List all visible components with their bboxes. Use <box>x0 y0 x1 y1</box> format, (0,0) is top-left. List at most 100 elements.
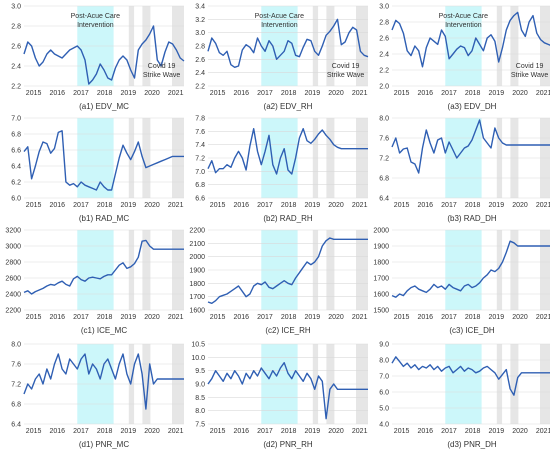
y-tick-label: 8.0 <box>379 116 389 123</box>
x-tick-label: 2019 <box>489 428 505 435</box>
y-tick-label: 2.6 <box>379 36 389 43</box>
shaded-period-band <box>496 344 503 424</box>
x-tick-label: 2020 <box>512 90 528 97</box>
series-line <box>23 239 184 295</box>
x-tick-label: 2016 <box>233 428 249 435</box>
y-tick-label: 3000 <box>5 244 21 251</box>
y-tick-label: 6.8 <box>11 132 21 139</box>
panel-2: 2.2 2.4 2.6 2.8 3.0 3.2 3.4 2015 2016 2017 2018 201… <box>195 4 369 111</box>
panel-title: (c3) ICE_DH <box>449 326 495 335</box>
x-tick-label: 2018 <box>465 202 481 209</box>
shaded-period-band <box>540 6 550 86</box>
y-tick-label: 1800 <box>189 281 205 288</box>
x-tick-label: 2019 <box>305 428 321 435</box>
x-tick-label: 2019 <box>121 428 137 435</box>
y-tick-label: 3.4 <box>195 4 205 11</box>
x-tick-label: 2015 <box>210 428 226 435</box>
series-line <box>391 119 550 174</box>
shaded-period-band <box>496 6 503 86</box>
y-tick-label: 6.6 <box>195 196 205 203</box>
x-tick-label: 2019 <box>489 314 505 321</box>
y-tick-label: 5.0 <box>379 406 389 413</box>
x-tick-label: 2021 <box>352 314 368 321</box>
x-tick-label: 2019 <box>305 202 321 209</box>
shaded-period-band <box>496 230 503 310</box>
y-tick-label: 2.2 <box>11 84 21 91</box>
y-tick-label: 3200 <box>5 228 21 235</box>
x-tick-label: 2016 <box>417 428 433 435</box>
y-tick-label: 8.0 <box>195 408 205 415</box>
y-tick-label: 7.6 <box>11 362 21 369</box>
x-tick-label: 2019 <box>489 202 505 209</box>
panel-title: (b3) RAD_DH <box>447 214 497 223</box>
shaded-period-band <box>172 230 184 310</box>
x-tick-label: 2015 <box>26 90 42 97</box>
y-tick-label: 2.6 <box>195 57 205 64</box>
y-tick-label: 7.8 <box>195 116 205 123</box>
panel-title: (c2) ICE_RH <box>265 326 311 335</box>
y-tick-label: 1700 <box>189 294 205 301</box>
x-tick-label: 2016 <box>49 202 65 209</box>
series-line <box>23 353 184 410</box>
x-tick-label: 2021 <box>352 428 368 435</box>
y-tick-label: 3.2 <box>195 17 205 24</box>
y-tick-label: 7.5 <box>195 422 205 429</box>
panel-12: 4.0 5.0 6.0 7.0 8.0 9.0 2015 2016 2017 2018 2019 20… <box>379 342 550 449</box>
x-tick-label: 2015 <box>26 202 42 209</box>
shaded-period-band <box>142 230 151 310</box>
x-tick-label: 2020 <box>328 90 344 97</box>
x-tick-label: 2017 <box>73 314 89 321</box>
y-tick-label: 2200 <box>5 308 21 315</box>
x-tick-label: 2015 <box>210 314 226 321</box>
y-tick-label: 2.4 <box>195 70 205 77</box>
y-tick-label: 2.2 <box>379 68 389 75</box>
panel-title: (a3) EDV_DH <box>448 102 497 111</box>
panel-title: (b2) RAD_RH <box>263 214 313 223</box>
x-tick-label: 2019 <box>121 314 137 321</box>
y-tick-label: 6.8 <box>11 402 21 409</box>
y-tick-label: 1500 <box>373 308 389 315</box>
panel-1: 2.2 2.4 2.6 2.8 3.0 2015 2016 2017 2018 2019 2020 2… <box>11 4 185 111</box>
panel-title: (d3) PNR_DH <box>447 440 497 449</box>
panel-title: (c1) ICE_MC <box>81 326 127 335</box>
series-line <box>391 356 550 396</box>
series-line <box>207 127 368 175</box>
x-tick-label: 2021 <box>536 202 550 209</box>
annotation-label: Post-Acue Care <box>439 13 489 20</box>
x-tick-label: 2021 <box>352 90 368 97</box>
y-tick-label: 6.4 <box>11 422 21 429</box>
series-line <box>23 25 185 85</box>
panel-4: 6.0 6.2 6.4 6.6 6.8 7.0 2015 2016 2017 2018 2019 20… <box>11 116 184 223</box>
x-tick-label: 2018 <box>281 202 297 209</box>
annotation-label: Strike Wave <box>327 72 365 79</box>
x-tick-label: 2018 <box>465 428 481 435</box>
y-tick-label: 2000 <box>189 254 205 261</box>
y-tick-label: 1800 <box>373 260 389 267</box>
x-tick-label: 2020 <box>512 428 528 435</box>
y-tick-label: 8.5 <box>195 395 205 402</box>
y-tick-label: 6.0 <box>11 196 21 203</box>
y-tick-label: 1600 <box>189 308 205 315</box>
y-tick-label: 9.0 <box>379 342 389 349</box>
x-tick-label: 2020 <box>144 314 160 321</box>
shaded-period-band <box>510 6 519 86</box>
y-tick-label: 6.8 <box>379 176 389 183</box>
y-tick-label: 7.0 <box>11 116 21 123</box>
y-tick-label: 7.2 <box>11 382 21 389</box>
x-tick-label: 2020 <box>512 202 528 209</box>
x-tick-label: 2017 <box>257 202 273 209</box>
shaded-period-band <box>510 230 519 310</box>
x-tick-label: 2018 <box>97 314 113 321</box>
y-tick-label: 1600 <box>373 292 389 299</box>
y-tick-label: 6.2 <box>11 180 21 187</box>
panel-3: 2.0 2.2 2.4 2.6 2.8 3.0 2015 2016 2017 2018 2019 20… <box>379 4 550 111</box>
series-line <box>207 18 369 68</box>
y-tick-label: 2800 <box>5 260 21 267</box>
x-tick-label: 2015 <box>210 202 226 209</box>
x-tick-label: 2016 <box>49 428 65 435</box>
x-tick-label: 2019 <box>305 90 321 97</box>
x-tick-label: 2020 <box>328 202 344 209</box>
y-tick-label: 1900 <box>189 268 205 275</box>
panel-6: 6.4 6.8 7.2 7.6 8.0 2015 2016 2017 2018 2019 2020 2… <box>379 116 550 223</box>
